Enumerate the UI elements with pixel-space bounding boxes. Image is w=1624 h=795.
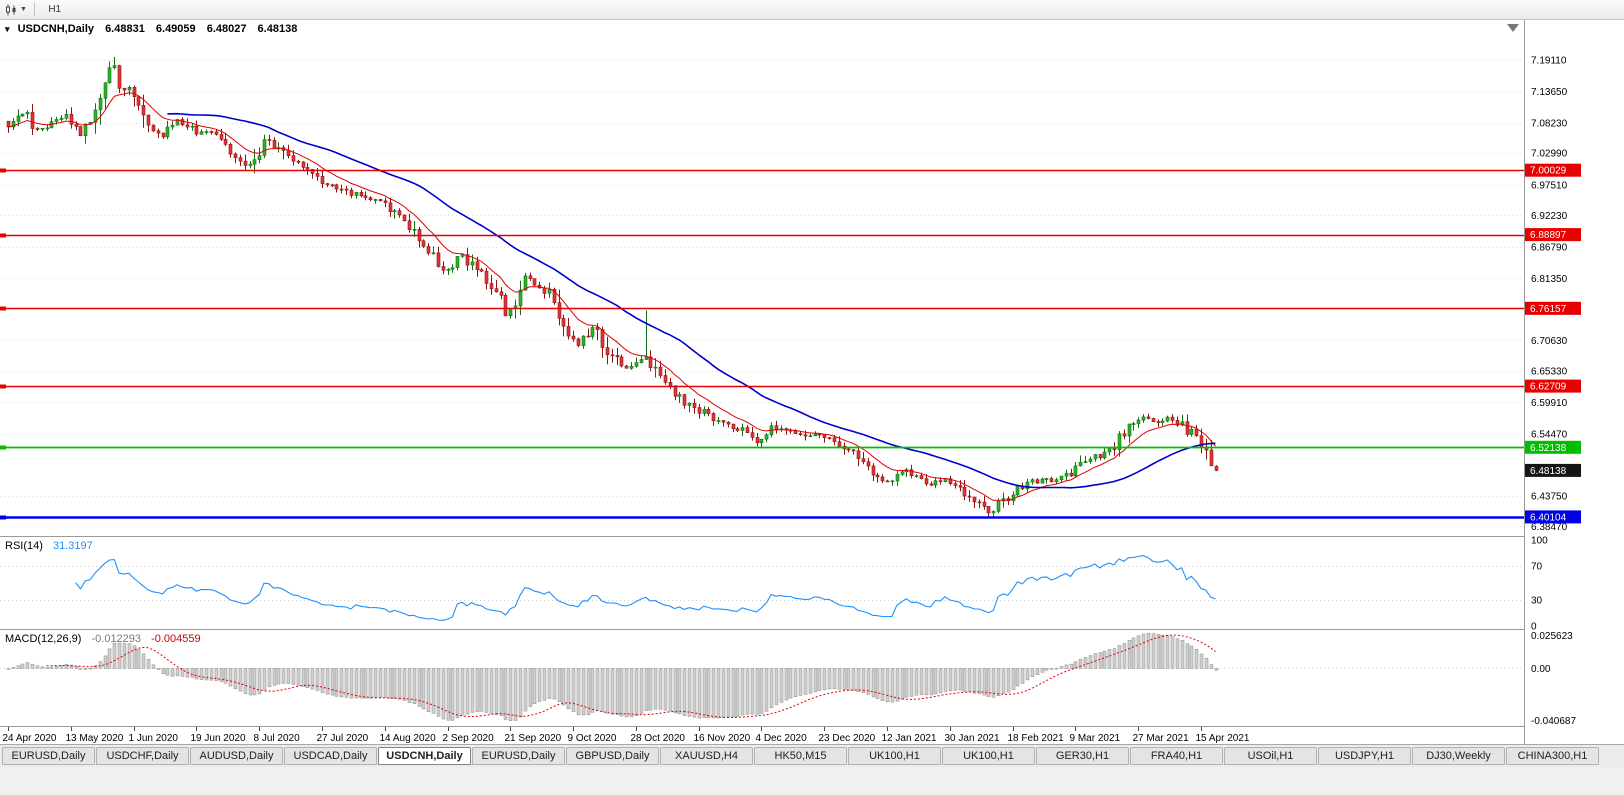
macd-indicator-label: MACD(12,26,9) -0.012293 -0.004559 xyxy=(5,633,208,645)
ohlc-open: 6.48831 xyxy=(105,23,145,35)
chart-tab-usdcad-daily[interactable]: USDCAD,Daily xyxy=(284,746,377,765)
svg-text:6.59910: 6.59910 xyxy=(1531,398,1568,409)
svg-text:7.02990: 7.02990 xyxy=(1531,149,1568,160)
svg-text:6.48138: 6.48138 xyxy=(1530,466,1567,477)
chart-tab-china300-h1[interactable]: CHINA300,H1 xyxy=(1506,746,1599,765)
chart-tab-gbpusd-daily[interactable]: GBPUSD,Daily xyxy=(566,746,659,765)
chart-symbol-label: USDCNH,Daily xyxy=(17,23,94,35)
svg-text:19 Jun 2020: 19 Jun 2020 xyxy=(191,733,246,744)
svg-text:9 Oct 2020: 9 Oct 2020 xyxy=(568,733,617,744)
rsi-name: RSI(14) xyxy=(5,540,43,552)
chart-tab-usdchf-daily[interactable]: USDCHF,Daily xyxy=(96,746,189,765)
chart-tab-usoil-h1[interactable]: USOil,H1 xyxy=(1224,746,1317,765)
time-axis[interactable]: 24 Apr 2020 13 May 2020 1 Jun 2020 19 Jun 2… xyxy=(3,727,1250,744)
svg-text:7.00029: 7.00029 xyxy=(1530,166,1567,177)
svg-text:16 Nov 2020: 16 Nov 2020 xyxy=(694,733,751,744)
svg-text:70: 70 xyxy=(1531,561,1543,572)
ohlc-high: 6.49059 xyxy=(155,23,196,35)
svg-text:27 Jul 2020: 27 Jul 2020 xyxy=(317,733,369,744)
svg-text:1 Jun 2020: 1 Jun 2020 xyxy=(129,733,179,744)
svg-text:6.86790: 6.86790 xyxy=(1531,242,1568,253)
svg-text:27 Mar 2021: 27 Mar 2021 xyxy=(1133,733,1190,744)
svg-text:6.97510: 6.97510 xyxy=(1531,180,1568,191)
svg-text:13 May 2020: 13 May 2020 xyxy=(66,733,124,744)
status-strip xyxy=(0,767,1624,795)
svg-text:6.88897: 6.88897 xyxy=(1530,230,1567,241)
chart-tab-eurusd-daily[interactable]: EURUSD,Daily xyxy=(472,746,565,765)
svg-text:6.40104: 6.40104 xyxy=(1530,512,1567,523)
svg-text:23 Dec 2020: 23 Dec 2020 xyxy=(819,733,876,744)
chart-area[interactable]: 7.19110 7.13650 7.08230 7.02990 6.97510 6.922… xyxy=(0,20,1624,744)
one-click-trading-arrow-icon[interactable]: ▾ xyxy=(5,24,10,34)
horizontal-level-lines[interactable] xyxy=(0,168,1524,520)
chart-tab-uk100-h1[interactable]: UK100,H1 xyxy=(942,746,1035,765)
chart-tab-ger30-h1[interactable]: GER30,H1 xyxy=(1036,746,1129,765)
svg-text:6.76157: 6.76157 xyxy=(1530,304,1567,315)
chart-shift-marker-icon[interactable] xyxy=(1507,24,1519,32)
chart-tab-usdjpy-h1[interactable]: USDJPY,H1 xyxy=(1318,746,1411,765)
svg-text:24 Apr 2020: 24 Apr 2020 xyxy=(3,733,57,744)
chart-canvas[interactable]: 7.19110 7.13650 7.08230 7.02990 6.97510 6.922… xyxy=(0,20,1624,744)
svg-text:15 Apr 2021: 15 Apr 2021 xyxy=(1196,733,1250,744)
chart-tab-uk100-h1[interactable]: UK100,H1 xyxy=(848,746,941,765)
svg-text:-0.040687: -0.040687 xyxy=(1531,716,1576,727)
macd-plot xyxy=(0,632,1524,721)
chart-tab-eurusd-daily[interactable]: EURUSD,Daily xyxy=(2,746,95,765)
svg-text:6.70630: 6.70630 xyxy=(1531,336,1568,347)
macd-main-value: -0.012293 xyxy=(91,633,142,645)
svg-text:8 Jul 2020: 8 Jul 2020 xyxy=(254,733,301,744)
candlestick-series xyxy=(6,57,1219,517)
svg-text:6.62709: 6.62709 xyxy=(1530,382,1567,393)
rsi-indicator-label: RSI(14) 31.3197 xyxy=(5,540,100,552)
chart-tab-xauusd-h4[interactable]: XAUUSD,H4 xyxy=(660,746,753,765)
svg-text:21 Sep 2020: 21 Sep 2020 xyxy=(505,733,562,744)
dropdown-caret-icon: ▼ xyxy=(20,6,27,13)
top-toolbar: ▼ M1M5M15M30H1H4D1W1MN xyxy=(0,0,1624,79)
svg-text:6.81350: 6.81350 xyxy=(1531,274,1568,285)
svg-text:6.43750: 6.43750 xyxy=(1531,491,1568,502)
chart-periods-icon[interactable]: ▼ xyxy=(3,2,29,18)
moving-average-lines xyxy=(7,92,1216,501)
svg-text:4 Dec 2020: 4 Dec 2020 xyxy=(756,733,808,744)
svg-text:6.38470: 6.38470 xyxy=(1531,522,1568,533)
svg-text:6.65330: 6.65330 xyxy=(1531,367,1568,378)
chart-tab-hk50-m15[interactable]: HK50,M15 xyxy=(754,746,847,765)
svg-text:2 Sep 2020: 2 Sep 2020 xyxy=(443,733,495,744)
chart-tab-bar: EURUSD,Daily USDCHF,Daily AUDUSD,Daily USDC… xyxy=(0,744,1624,767)
chart-tab-usdcnh-daily[interactable]: USDCNH,Daily xyxy=(378,746,471,765)
svg-text:7.19110: 7.19110 xyxy=(1531,55,1567,66)
toolbar-separator xyxy=(34,3,35,16)
svg-text:30 Jan 2021: 30 Jan 2021 xyxy=(945,733,1000,744)
svg-text:0: 0 xyxy=(1531,622,1537,633)
svg-text:30: 30 xyxy=(1531,596,1543,607)
timeframe-button-h1[interactable]: H1 xyxy=(48,4,62,15)
price-axis[interactable]: 7.19110 7.13650 7.08230 7.02990 6.97510 6.922… xyxy=(1524,20,1624,744)
svg-text:0.00: 0.00 xyxy=(1531,664,1551,675)
chart-tab-fra40-h1[interactable]: FRA40,H1 xyxy=(1130,746,1223,765)
svg-text:7.08230: 7.08230 xyxy=(1531,118,1568,129)
rsi-value: 31.3197 xyxy=(52,540,93,552)
svg-text:100: 100 xyxy=(1531,536,1548,547)
chart-tab-dj30-weekly[interactable]: DJ30,Weekly xyxy=(1412,746,1505,765)
rsi-plot xyxy=(0,555,1524,621)
svg-text:14 Aug 2020: 14 Aug 2020 xyxy=(380,733,437,744)
ohlc-low: 6.48027 xyxy=(206,23,247,35)
svg-text:7.13650: 7.13650 xyxy=(1531,87,1568,98)
macd-signal-value: -0.004559 xyxy=(151,633,201,645)
svg-text:6.52138: 6.52138 xyxy=(1530,443,1567,454)
svg-text:28 Oct 2020: 28 Oct 2020 xyxy=(631,733,686,744)
svg-text:6.54470: 6.54470 xyxy=(1531,429,1568,440)
svg-text:6.92230: 6.92230 xyxy=(1531,211,1568,222)
svg-text:12 Jan 2021: 12 Jan 2021 xyxy=(882,733,937,744)
chart-tab-audusd-daily[interactable]: AUDUSD,Daily xyxy=(190,746,283,765)
panel-separators[interactable] xyxy=(0,536,1624,727)
chart-title: ▾ USDCNH,Daily 6.48831 6.49059 6.48027 6… xyxy=(5,23,305,35)
svg-text:18 Feb 2021: 18 Feb 2021 xyxy=(1008,733,1065,744)
svg-text:9 Mar 2021: 9 Mar 2021 xyxy=(1070,733,1121,744)
candlestick-glyph-icon xyxy=(6,4,16,15)
macd-name: MACD(12,26,9) xyxy=(5,633,82,645)
ohlc-close: 6.48138 xyxy=(257,23,298,35)
svg-text:0.025623: 0.025623 xyxy=(1531,631,1573,642)
